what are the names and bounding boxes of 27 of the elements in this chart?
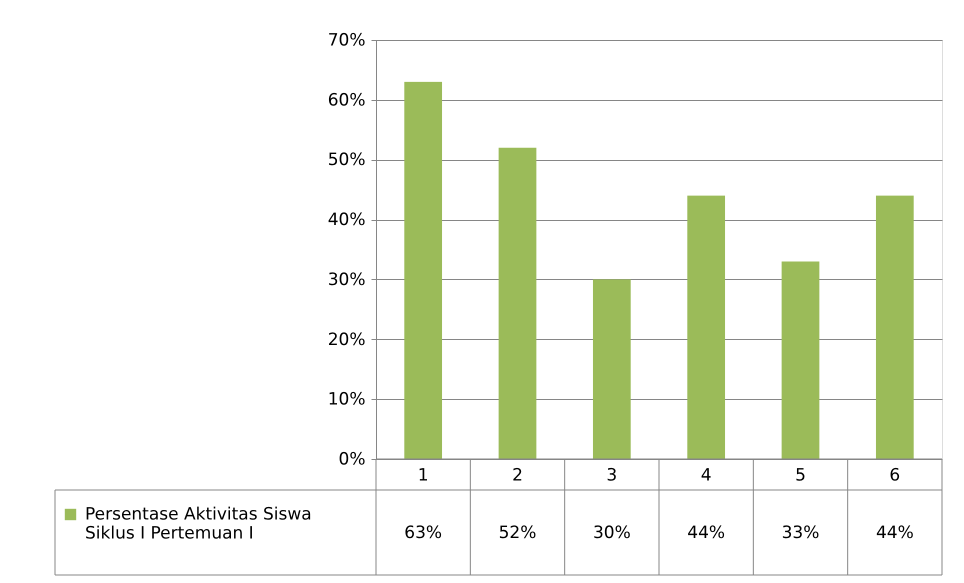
- bar: [592, 279, 631, 459]
- text: 63%: [404, 523, 442, 543]
- bar: [687, 196, 726, 459]
- y-tick-label: 0%: [338, 450, 366, 470]
- x-tick-label: 5: [795, 466, 806, 486]
- y-tick-label: 10%: [328, 390, 366, 410]
- legend-label: Persentase Aktivitas Siswa Siklus I Pertemuan I: [85, 504, 312, 544]
- text: 33%: [782, 523, 820, 543]
- x-tick-label: 3: [606, 466, 618, 486]
- x-tick-label: 1: [418, 466, 429, 486]
- x-tick-label: 4: [700, 466, 712, 486]
- text: 30%: [592, 523, 631, 543]
- x-tick-label: 2: [512, 466, 523, 486]
- y-tick-label: 70%: [328, 30, 366, 50]
- text: 44%: [687, 523, 726, 543]
- bar: [782, 261, 820, 459]
- bar: [876, 196, 914, 459]
- text: 52%: [498, 523, 536, 543]
- y-tick-label: 30%: [328, 270, 366, 290]
- y-tick-label: 20%: [328, 330, 366, 350]
- text: 44%: [876, 523, 914, 543]
- bar: [498, 148, 536, 459]
- y-tick-label: 60%: [328, 90, 366, 110]
- y-tick-label: 40%: [328, 210, 366, 230]
- x-tick-label: 6: [889, 466, 900, 486]
- bar: [404, 82, 442, 459]
- y-tick-label: 50%: [328, 150, 366, 170]
